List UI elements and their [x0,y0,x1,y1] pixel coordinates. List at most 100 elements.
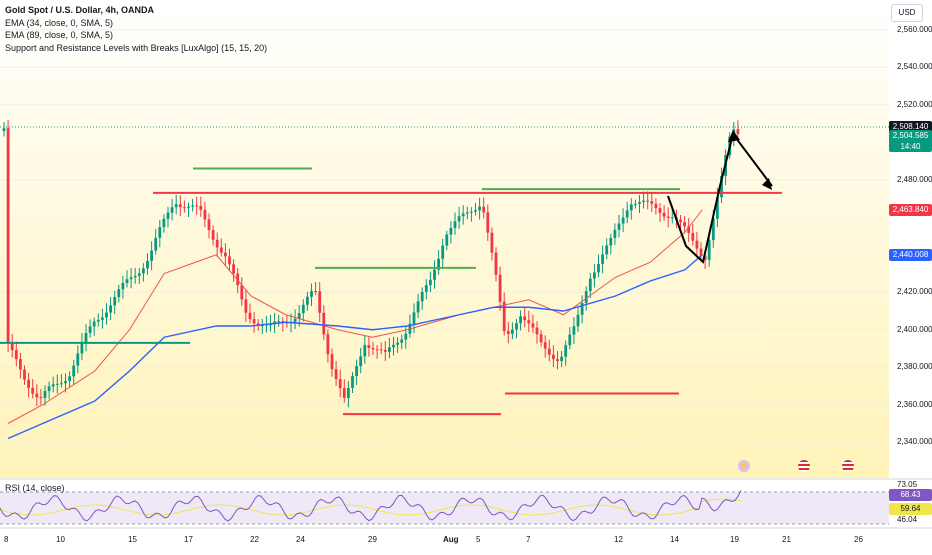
candle-body [396,342,399,345]
rsi-line[interactable] [0,490,742,522]
candle-body [162,218,166,228]
candle-body [388,347,391,352]
candle-body [359,356,363,367]
candle-body [506,331,510,334]
candle-body [232,264,235,274]
candle-body [490,232,494,253]
candle-body [580,302,584,315]
candle-body [88,326,92,334]
candle-body [404,333,408,340]
candle-body [638,202,641,204]
candle-body [125,279,129,284]
candle-body [355,366,358,377]
candle-body [166,212,170,219]
candle-body [691,233,695,241]
price-axis-label: 2,520.000 [897,99,932,109]
candle-body [420,291,424,302]
candle-body [10,343,14,351]
candle-body [736,129,740,134]
candle-body [195,205,199,207]
candle-body [707,240,711,260]
candle-body [679,219,682,223]
candle-body [109,305,112,313]
candle-body [523,316,527,321]
candle-body [560,356,563,362]
candle-body [92,321,96,327]
candle-body [470,211,473,213]
lightning-event-icon[interactable]: ⚡ [738,460,750,472]
candle-body [170,207,174,213]
candle-body [634,203,637,205]
currency-button[interactable]: USD [891,4,923,22]
candle-body [137,273,141,276]
candle-body [105,312,108,318]
candle-body [375,349,379,351]
candle-body [601,254,604,264]
time-axis-label: 24 [296,535,305,544]
candle-body [43,390,47,398]
candle-body [564,345,568,357]
candle-body [609,237,613,246]
ema-series-line[interactable] [7,254,703,440]
candle-body [14,350,18,360]
candle-body [236,273,240,286]
candle-body [39,397,43,399]
candle-body [453,221,457,228]
candle-body [576,314,580,327]
rsi-value-tag: 68.43 [889,489,932,501]
price-axis-label: 2,400.000 [897,324,932,334]
candle-body [449,227,453,235]
drawing-path[interactable] [667,131,773,264]
candle-body [211,230,215,240]
candle-body [650,201,654,204]
time-axis-label: 19 [730,535,739,544]
candle-body [96,319,100,322]
candle-body [224,252,227,257]
arrow-head-icon [762,178,772,190]
us-flag-event-icon[interactable] [798,460,810,472]
candle-body [55,383,59,385]
candle-body [371,348,375,350]
candle-body [494,252,498,275]
candle-body [457,216,461,222]
candle-body [486,212,490,233]
indicator-sr-label[interactable]: Support and Resistance Levels with Break… [5,42,268,53]
us-flag-event-icon[interactable] [842,460,854,472]
candle-body [6,128,10,344]
candle-body [654,203,658,209]
price-axis-background [889,0,932,550]
rsi-ma-line [0,498,742,516]
ema-series-line[interactable] [7,209,703,424]
candle-body [535,327,539,335]
price-tag-countdown: 14:40 [900,141,921,151]
candle-body [51,384,55,387]
candle-body [629,204,633,211]
candle-body [35,393,39,398]
rsi-label[interactable]: RSI (14, close) [5,483,65,493]
candle-body [392,344,395,348]
candle-body [183,207,186,209]
symbol-title[interactable]: Gold Spot / U.S. Dollar, 4h, OANDA [5,5,155,15]
candle-body [129,277,133,280]
chart-legend: Gold Spot / U.S. Dollar, 4h, OANDA EMA (… [5,4,267,54]
time-axis-label: 17 [184,535,193,544]
candle-body [322,312,326,335]
candle-body [76,353,80,366]
candle-body [297,313,301,319]
candle-body [174,204,178,208]
candle-body [498,274,502,302]
time-axis-label: 15 [128,535,137,544]
candle-body [716,197,719,219]
price-axis-label: 2,480.000 [897,174,932,184]
candle-body [338,379,342,389]
candle-body [367,345,371,349]
time-axis-label: 12 [614,535,623,544]
indicator-ema34-label[interactable]: EMA (34, close, 0, SMA, 5) [5,17,114,28]
candle-body [154,237,158,251]
candle-body [248,312,252,320]
candle-body [416,301,420,313]
indicator-ema89-label[interactable]: EMA (89, close, 0, SMA, 5) [5,30,114,40]
candle-body [281,321,285,323]
